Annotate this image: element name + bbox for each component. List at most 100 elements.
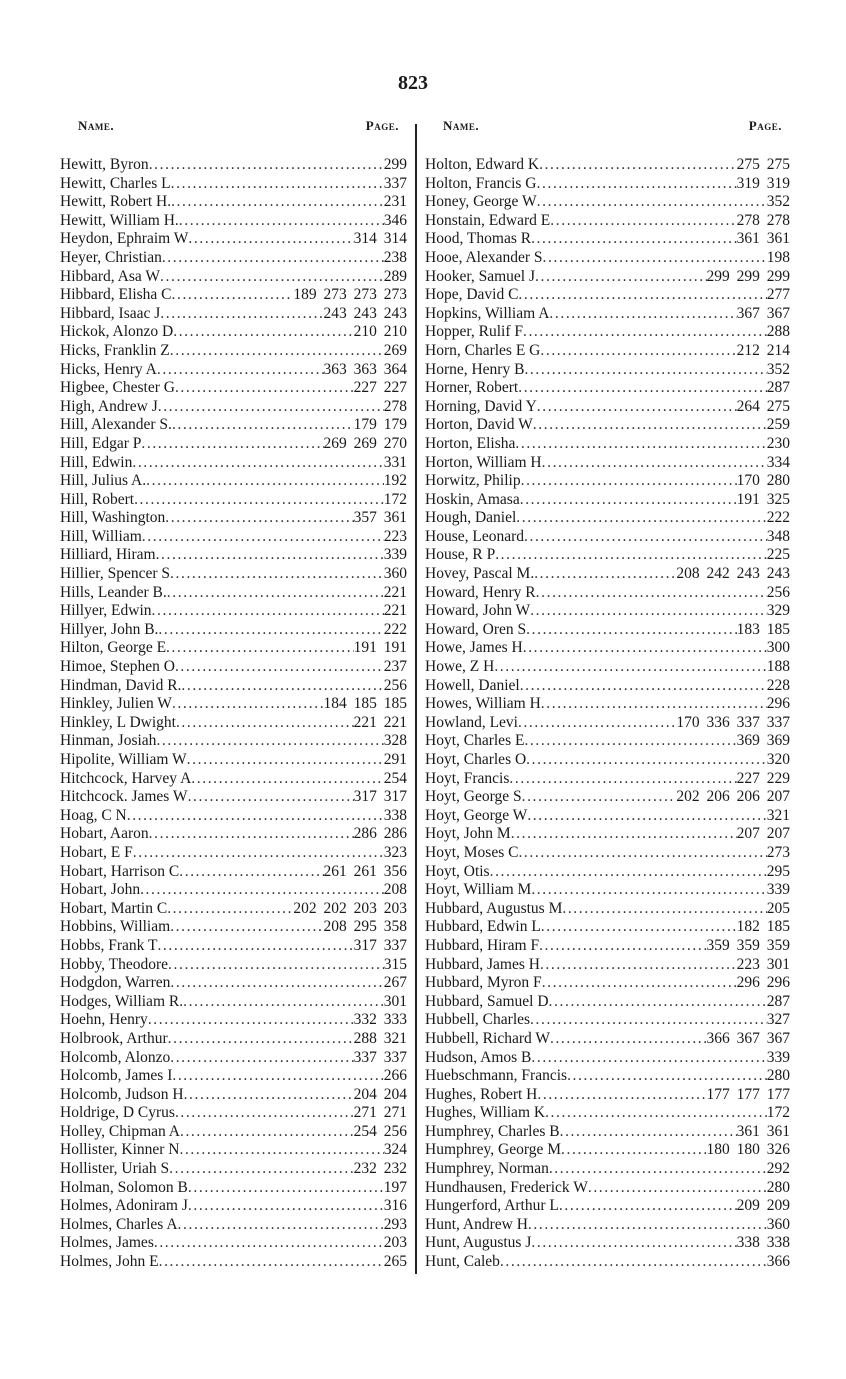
entry-pages: 346	[383, 211, 407, 229]
dot-leader	[158, 398, 384, 417]
entry-name: Hillyer, Edwin	[60, 602, 152, 620]
dot-leader	[511, 825, 737, 844]
index-entry: Honstain, Edward E 278 278	[425, 212, 790, 231]
dot-leader	[146, 472, 384, 491]
dot-leader	[495, 546, 767, 565]
dot-leader	[188, 788, 354, 807]
dot-leader	[531, 230, 737, 249]
index-entry: Howe, James H 300	[425, 639, 790, 658]
dot-leader	[175, 379, 354, 398]
entry-name: Hoyt, Otis	[425, 862, 490, 880]
entry-name: Humphrey, Charles B	[425, 1122, 560, 1140]
index-entry: Hillier, Spencer S 360	[60, 565, 407, 584]
entry-name: Hilton, George E	[60, 639, 167, 657]
entry-name: Hough, Daniel	[425, 509, 517, 527]
entry-pages: 261 261 356	[323, 862, 408, 880]
dot-leader	[539, 156, 737, 175]
entry-name: Honstain, Edward E	[425, 211, 551, 229]
entry-pages: 177 177 177	[706, 1085, 791, 1103]
index-entry: Howard, Oren S 183 185	[425, 621, 790, 640]
dot-leader	[541, 918, 737, 937]
index-entry: Hubbard, Samuel D 287	[425, 993, 790, 1012]
entry-pages: 212 214	[736, 341, 790, 359]
dot-leader	[531, 881, 766, 900]
index-entry: Hibbard, Elisha C 189 273 273 273	[60, 286, 407, 305]
dot-leader	[162, 249, 384, 268]
index-entry: Hill, Julius A. 192	[60, 472, 407, 491]
entry-pages: 189 273 273 273	[293, 286, 407, 304]
dot-leader	[549, 993, 767, 1012]
entry-pages: 300	[766, 639, 790, 657]
entry-pages: 209 209	[736, 1197, 790, 1215]
entry-pages: 237	[383, 658, 407, 676]
index-entry: Hinkley, L Dwight 221 221	[60, 714, 407, 733]
index-entry: Hibbard, Asa W 289	[60, 268, 407, 287]
index-entry: Hughes, Robert H 177 177 177	[425, 1086, 790, 1105]
index-entry: Horton, David W 259	[425, 416, 790, 435]
entry-name: Hewitt, Charles L	[60, 174, 171, 192]
dot-leader	[173, 323, 353, 342]
entry-pages: 221	[383, 583, 407, 601]
index-entry: Horton, Elisha 230	[425, 435, 790, 454]
entry-pages: 323	[383, 843, 407, 861]
dot-leader	[536, 584, 767, 603]
entry-name: Holcomb, James I	[60, 1067, 173, 1085]
index-entry: House, Leonard 348	[425, 528, 790, 547]
entry-pages: 208 295 358	[323, 918, 408, 936]
entry-pages: 332 333	[353, 1011, 407, 1029]
entry-pages: 210 210	[353, 323, 407, 341]
index-entry: Humphrey, Charles B 361 361	[425, 1123, 790, 1142]
dot-leader	[588, 1179, 767, 1198]
index-entry: Hicks, Franklin Z 269	[60, 342, 407, 361]
entry-pages: 273	[766, 843, 790, 861]
entry-pages: 192	[383, 472, 407, 490]
dot-leader	[127, 807, 384, 826]
dot-leader	[168, 1030, 354, 1049]
entry-name: Holmes, John E	[60, 1253, 159, 1271]
entry-name: Hodges, William R.	[60, 992, 184, 1010]
entry-pages: 232 232	[353, 1160, 407, 1178]
dot-leader	[149, 825, 354, 844]
dot-leader	[167, 900, 293, 919]
dot-leader	[537, 1086, 706, 1105]
dot-leader	[523, 323, 767, 342]
index-entry: Hope, David C 277	[425, 286, 790, 305]
entry-name: Hill, Alexander S.	[60, 416, 172, 434]
dot-leader	[540, 956, 737, 975]
entry-pages: 334	[766, 453, 790, 471]
index-entry: Holdrige, D Cyrus 271 271	[60, 1104, 407, 1123]
entry-name: Holmes, Charles A	[60, 1215, 178, 1233]
dot-leader	[165, 509, 353, 528]
entry-pages: 207 207	[736, 825, 790, 843]
entry-pages: 170 280	[736, 472, 790, 490]
entry-pages: 331	[383, 453, 407, 471]
dot-leader	[541, 695, 767, 714]
index-entry: Hills, Leander B. 221	[60, 584, 407, 603]
entry-pages: 221 221	[353, 713, 407, 731]
dot-leader	[158, 621, 383, 640]
dot-leader	[172, 416, 354, 435]
dot-leader	[154, 1234, 384, 1253]
entry-pages: 278	[383, 397, 407, 415]
entry-pages: 277	[766, 286, 790, 304]
entry-pages: 172	[766, 1104, 790, 1122]
dot-leader	[134, 491, 384, 510]
index-rows-left: Hewitt, Byron299Hewitt, Charles L337Hewi…	[60, 156, 407, 1272]
entry-name: Holbrook, Arthur	[60, 1029, 168, 1047]
dot-leader	[530, 1011, 767, 1030]
entry-name: Howe, Z H	[425, 658, 495, 676]
entry-pages: 254	[383, 769, 407, 787]
index-entry: Horn, Charles E G 212 214	[425, 342, 790, 361]
entry-pages: 230	[766, 434, 790, 452]
index-entry: Hobby, Theodore 315	[60, 956, 407, 975]
index-entry: Hobart, Aaron 286 286	[60, 825, 407, 844]
index-entry: Horwitz, Philip 170 280	[425, 472, 790, 491]
entry-pages: 339	[383, 546, 407, 564]
entry-pages: 363 363 364	[323, 360, 408, 378]
dot-leader	[171, 193, 384, 212]
dot-leader	[142, 528, 384, 547]
index-entry: Hough, Daniel 222	[425, 509, 790, 528]
entry-name: Hubbard, Edwin L	[425, 918, 541, 936]
entry-pages: 369 369	[736, 732, 790, 750]
dot-leader	[172, 286, 294, 305]
